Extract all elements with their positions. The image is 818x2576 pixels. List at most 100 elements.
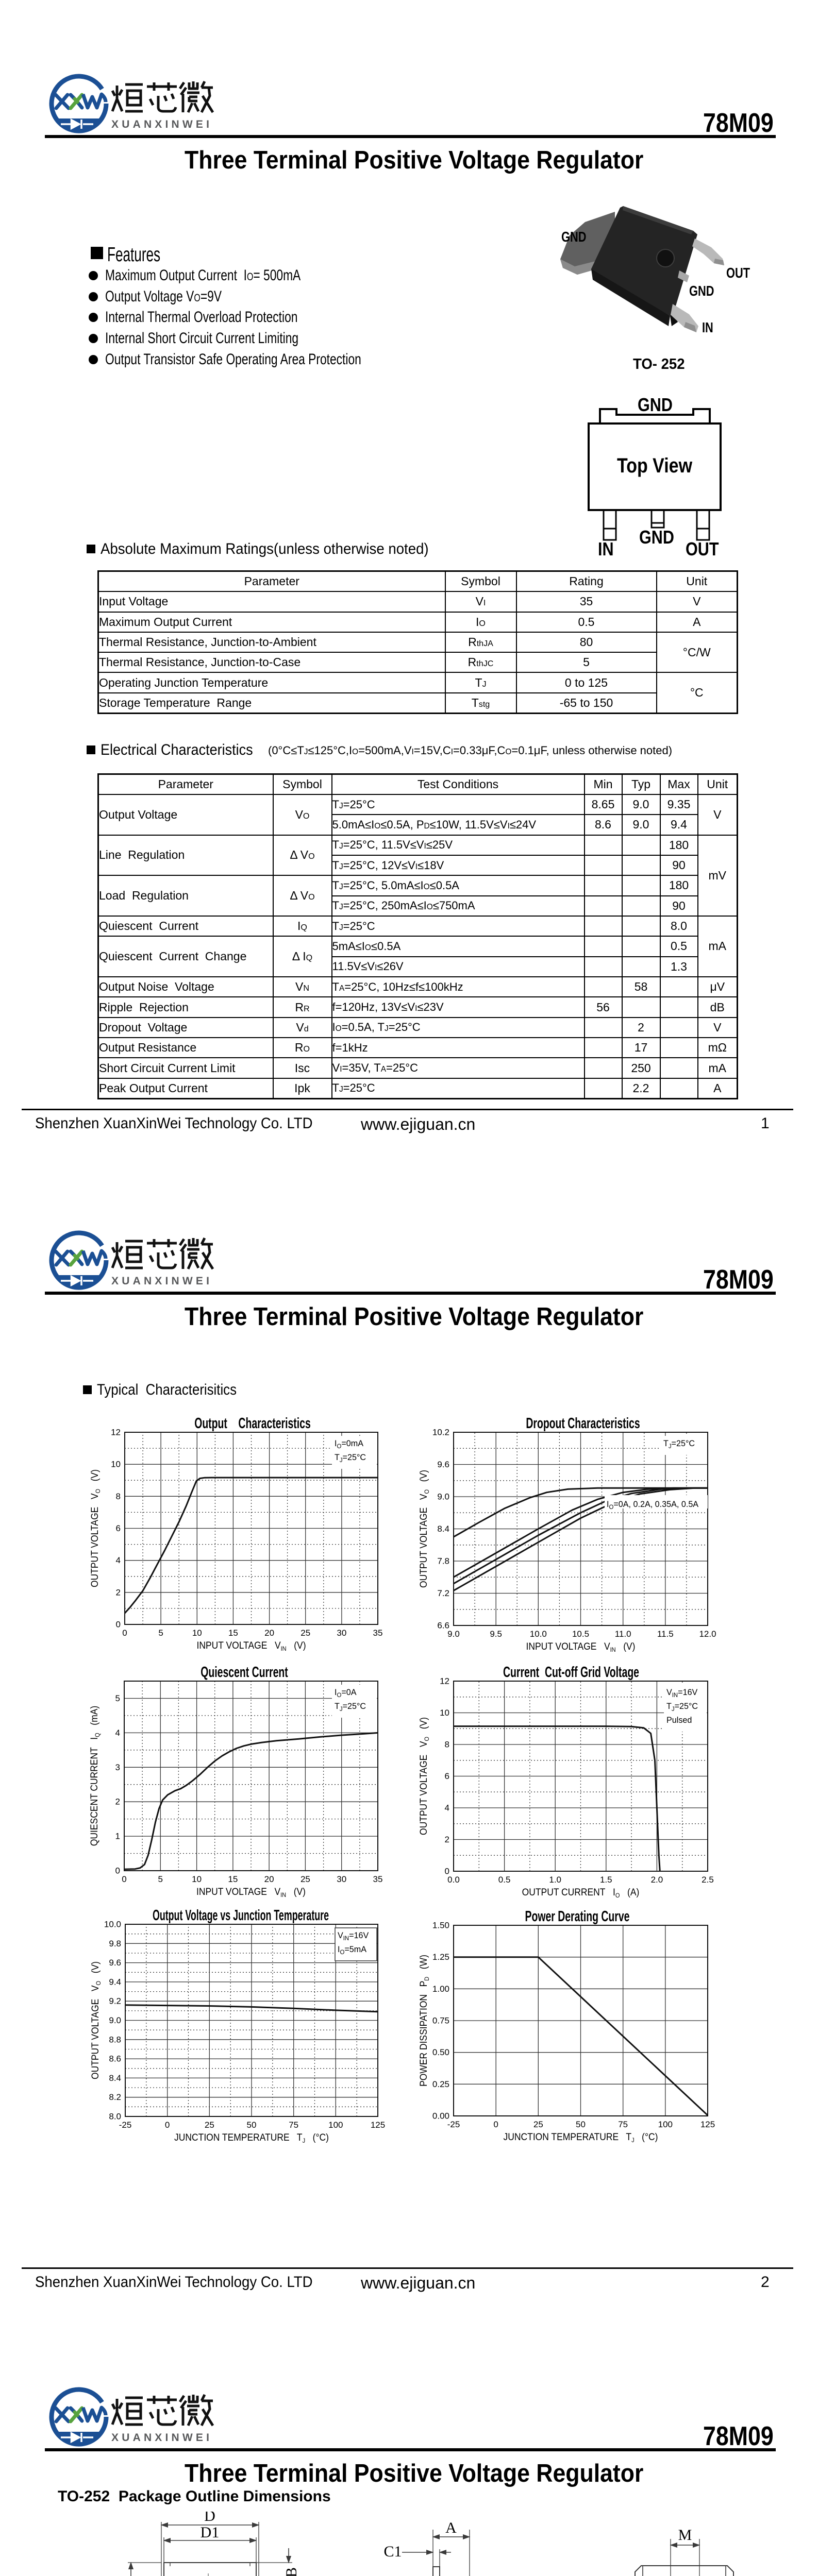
svg-text:3: 3 [115,1762,120,1772]
svg-text:6: 6 [116,1523,121,1533]
svg-text:10: 10 [440,1708,449,1718]
svg-text:10: 10 [192,1628,202,1638]
svg-text:B: B [283,2567,299,2576]
svg-text:8.0: 8.0 [109,2112,121,2122]
svg-text:Power Derating Curve: Power Derating Curve [525,1908,630,1925]
svg-text:OUT: OUT [686,539,719,560]
svg-text:1: 1 [115,1832,120,1841]
svg-text:12: 12 [440,1676,449,1686]
svg-text:TJ=25°C: TJ=25°C [663,1438,695,1450]
svg-text:15: 15 [228,1874,238,1884]
svg-text:8.6: 8.6 [109,2054,121,2064]
svg-text:0.0: 0.0 [447,1875,460,1885]
svg-text:0: 0 [165,2120,170,2130]
svg-text:25: 25 [301,1874,310,1884]
svg-text:INPUT VOLTAGE VIN (V): INPUT VOLTAGE VIN (V) [196,1886,306,1899]
svg-text:5: 5 [115,1693,120,1703]
svg-text:IO=0A, 0.2A, 0.35A, 0.5A: IO=0A, 0.2A, 0.35A, 0.5A [607,1499,699,1511]
svg-text:8.4: 8.4 [437,1524,449,1534]
svg-text:9.8: 9.8 [109,1939,121,1948]
svg-text:6.6: 6.6 [437,1621,449,1631]
svg-text:2: 2 [116,1587,121,1597]
svg-text:0.25: 0.25 [432,2079,449,2089]
svg-text:Pulsed: Pulsed [666,1715,692,1725]
svg-text:OUTPUT VOLTAGE VO (V): OUTPUT VOLTAGE VO (V) [418,1717,430,1835]
svg-text:VIN=16V: VIN=16V [338,1930,369,1942]
svg-text:JUNCTION TEMPERATURE TJ (°: JUNCTION TEMPERATURE TJ (°C) [174,2131,329,2144]
svg-text:D1: D1 [201,2524,220,2541]
svg-text:1.00: 1.00 [432,1984,449,1994]
svg-text:2.0: 2.0 [651,1875,663,1885]
svg-text:IN: IN [702,319,713,335]
svg-text:125: 125 [700,2120,715,2129]
svg-text:GND: GND [638,395,673,416]
svg-text:4: 4 [445,1803,449,1813]
svg-text:Quiescent Current: Quiescent Current [201,1664,288,1681]
svg-text:8.2: 8.2 [109,2092,121,2102]
svg-text:10.5: 10.5 [572,1629,589,1639]
svg-text:10: 10 [192,1874,202,1884]
svg-text:D: D [204,2512,215,2524]
svg-text:GND: GND [639,528,674,548]
svg-text:TJ=25°C: TJ=25°C [335,1701,366,1713]
svg-text:2.5: 2.5 [702,1875,714,1885]
svg-text:OUTPUT CURRENT IO (A): OUTPUT CURRENT IO (A) [522,1886,640,1899]
svg-text:12: 12 [111,1428,121,1437]
svg-text:4: 4 [116,1555,121,1565]
svg-text:0: 0 [122,1874,126,1884]
svg-text:11.0: 11.0 [615,1629,631,1639]
svg-text:100: 100 [328,2120,343,2130]
svg-text:25: 25 [301,1628,310,1638]
svg-text:0: 0 [116,1620,121,1630]
svg-text:50: 50 [247,2120,257,2130]
svg-text:INPUT VOLTAGE VIN (V): INPUT VOLTAGE VIN (V) [196,1639,306,1652]
svg-text:9.0: 9.0 [109,2015,121,2025]
svg-text:0: 0 [115,1866,120,1876]
svg-text:POWER DISSIPATION PD (W): POWER DISSIPATION PD (W) [418,1955,430,2087]
svg-text:0.00: 0.00 [432,2111,449,2121]
svg-text:10.0: 10.0 [530,1629,547,1639]
svg-text:9.0: 9.0 [437,1492,449,1502]
svg-text:IO=0mA: IO=0mA [335,1438,364,1450]
svg-text:30: 30 [337,1628,346,1638]
svg-text:Dropout Characteristics: Dropout Characteristics [526,1415,640,1432]
svg-text:1.25: 1.25 [432,1952,449,1962]
svg-text:12.0: 12.0 [699,1629,716,1639]
svg-text:100: 100 [658,2120,673,2129]
svg-text:6: 6 [445,1771,449,1781]
svg-text:8.8: 8.8 [109,2035,121,2044]
svg-text:0: 0 [122,1628,127,1638]
svg-text:8: 8 [445,1740,449,1750]
svg-text:9.0: 9.0 [447,1629,460,1639]
svg-text:75: 75 [289,2120,298,2130]
svg-text:15: 15 [228,1628,238,1638]
svg-text:9.2: 9.2 [109,1996,121,2006]
svg-text:5: 5 [158,1628,163,1638]
svg-text:M: M [678,2527,692,2544]
svg-text:75: 75 [618,2120,628,2129]
svg-text:0: 0 [493,2120,498,2129]
svg-text:JUNCTION TEMPERATURE TJ (°: JUNCTION TEMPERATURE TJ (°C) [504,2131,658,2144]
svg-text:25: 25 [533,2120,543,2129]
svg-text:QUIESCENT CURRENT IQ (mA): QUIESCENT CURRENT IQ (mA) [88,1706,101,1846]
svg-text:125: 125 [371,2120,385,2130]
svg-text:Output Characteristics: Output Characteristics [194,1415,311,1432]
svg-text:0.50: 0.50 [432,2047,449,2057]
svg-text:30: 30 [337,1874,346,1884]
svg-text:9.5: 9.5 [490,1629,502,1639]
svg-text:25: 25 [205,2120,214,2130]
svg-text:10.2: 10.2 [432,1428,449,1437]
svg-text:9.4: 9.4 [109,1977,121,1987]
svg-text:35: 35 [373,1628,383,1638]
svg-text:20: 20 [264,1874,274,1884]
svg-text:A: A [445,2519,457,2536]
svg-text:VIN=16V: VIN=16V [666,1687,697,1699]
svg-text:GND: GND [689,283,714,299]
svg-text:8.4: 8.4 [109,2073,121,2083]
svg-text:11.5: 11.5 [657,1629,674,1639]
svg-text:GND: GND [561,229,587,245]
svg-text:1.5: 1.5 [600,1875,612,1885]
svg-text:10: 10 [111,1460,121,1469]
svg-text:0.75: 0.75 [432,2016,449,2026]
svg-text:-25: -25 [447,2120,460,2129]
